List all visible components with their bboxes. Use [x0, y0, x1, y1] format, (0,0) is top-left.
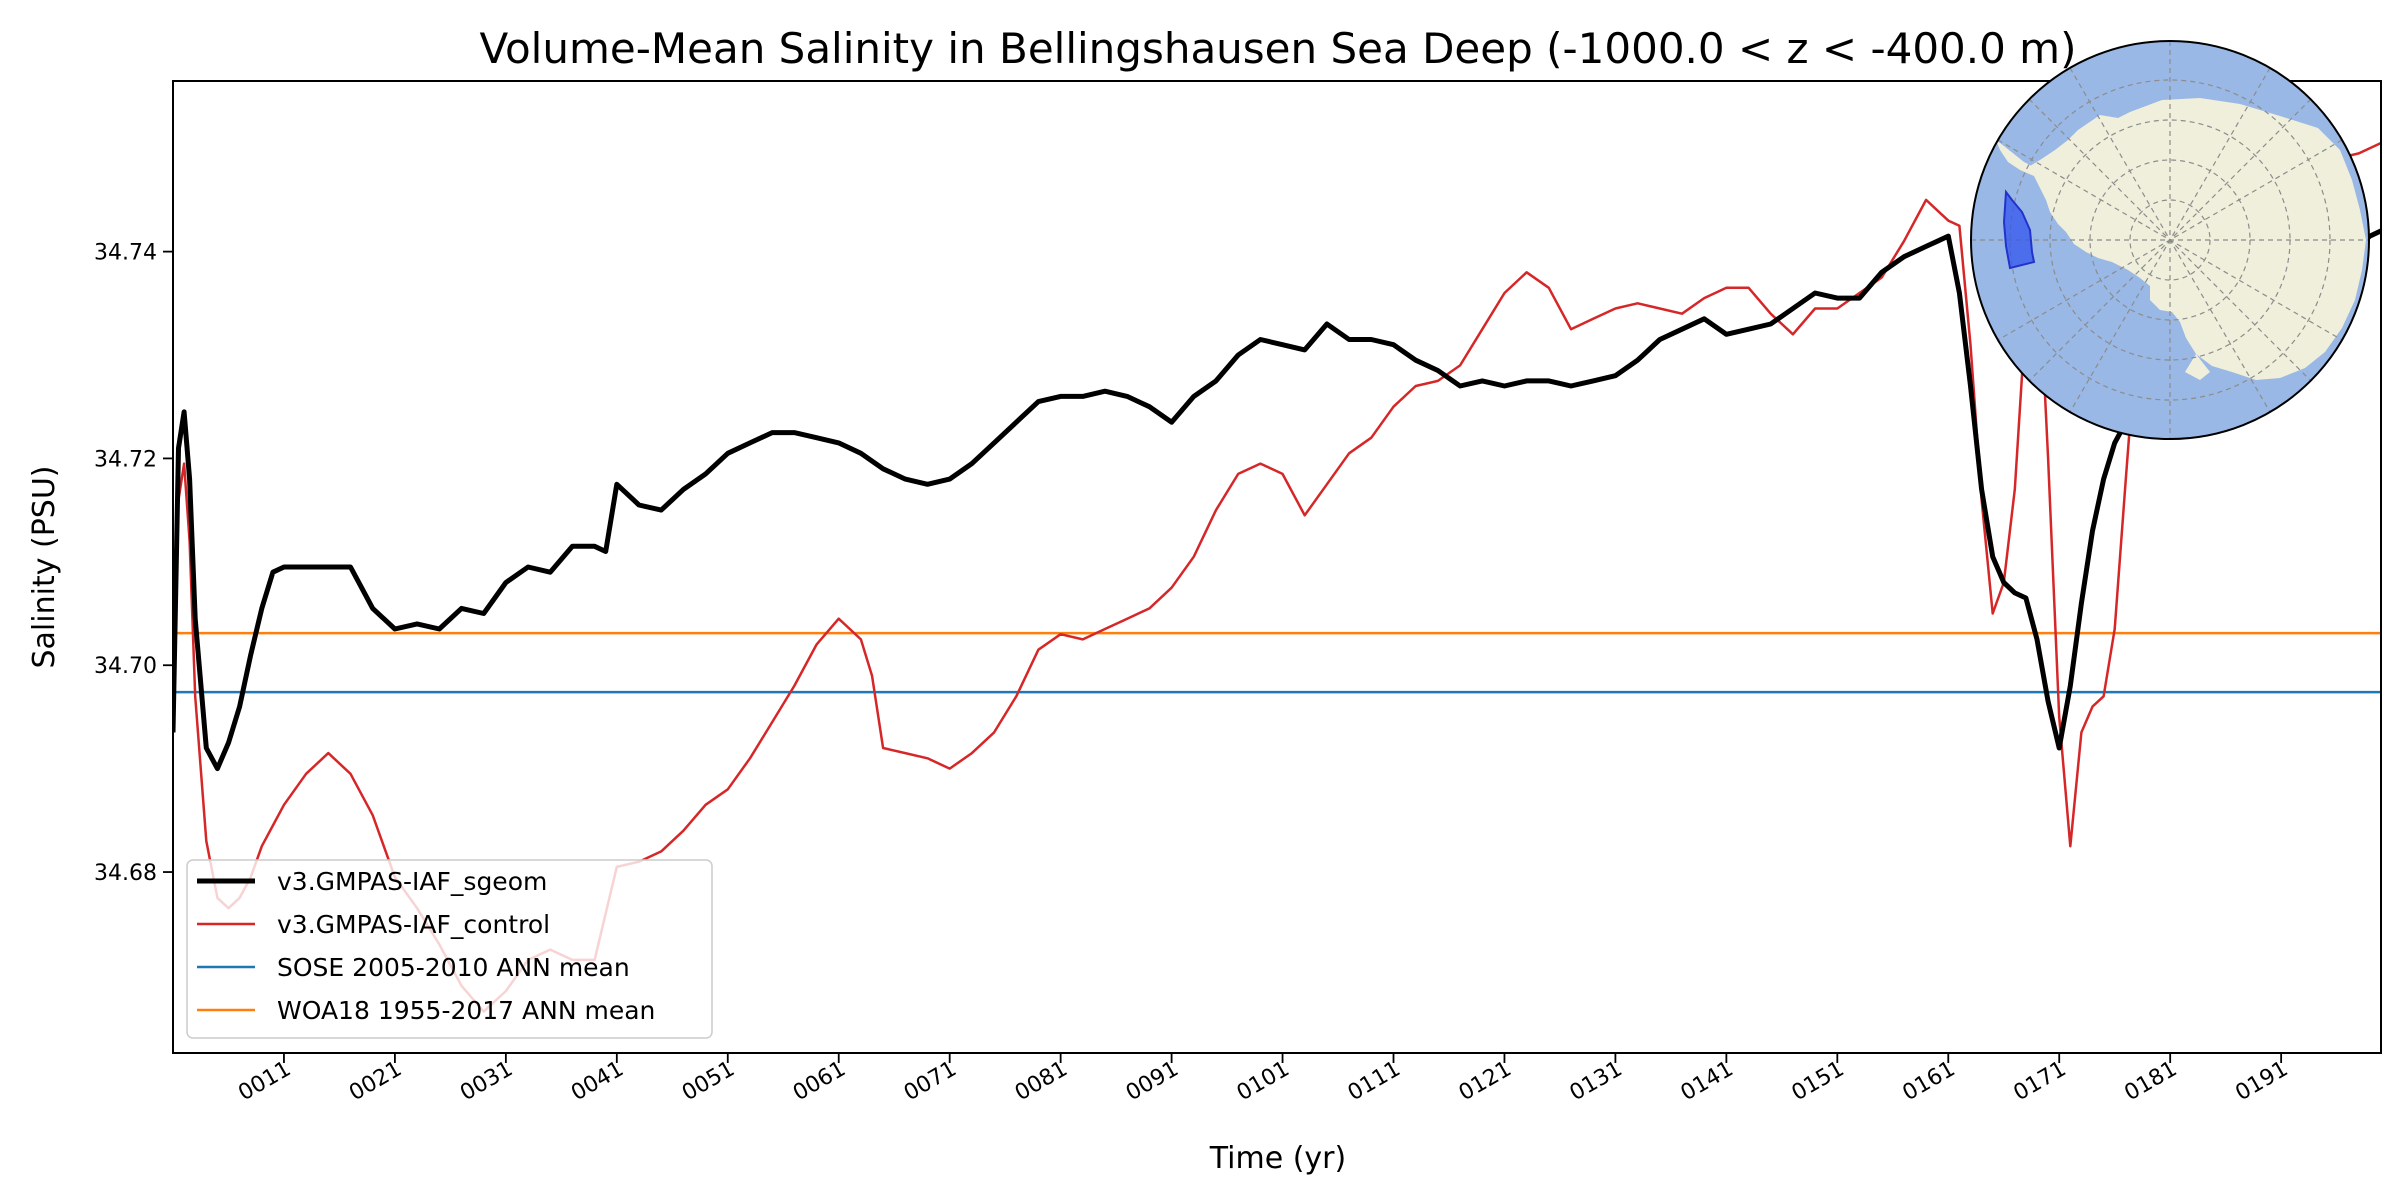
ross-ice-shelf	[2185, 354, 2210, 380]
bellingshausen-region	[2002, 189, 2036, 270]
legend-label-control: v3.GMPAS-IAF_control	[277, 910, 550, 939]
legend: v3.GMPAS-IAF_sgeom v3.GMPAS-IAF_control …	[186, 859, 713, 1039]
x-tick-label: 0171	[2009, 1057, 2070, 1107]
x-tick-label: 0101	[1233, 1057, 1294, 1107]
x-tick-label: 0021	[345, 1057, 406, 1107]
y-tick-label: 34.68	[94, 861, 157, 886]
legend-label-woa18: WOA18 1955-2017 ANN mean	[277, 996, 655, 1025]
plot-frame	[172, 80, 2382, 1054]
x-tick-label: 0121	[1455, 1057, 1516, 1107]
x-tick-label: 0061	[789, 1057, 850, 1107]
y-tick-label: 34.72	[94, 447, 157, 472]
x-tick-label: 0141	[1677, 1057, 1738, 1107]
x-tick-label: 0091	[1122, 1057, 1183, 1107]
legend-label-sgeom: v3.GMPAS-IAF_sgeom	[277, 867, 547, 896]
x-tick-label: 0191	[2231, 1057, 2292, 1107]
x-tick-label: 0041	[567, 1057, 628, 1107]
legend-box	[186, 859, 713, 1039]
antarctic-peninsula	[1996, 140, 2036, 176]
legend-label-sose: SOSE 2005-2010 ANN mean	[277, 953, 630, 982]
y-axis: 34.68 34.70 34.72 34.74	[94, 241, 173, 886]
x-tick-label: 0071	[900, 1057, 961, 1107]
antarctica-land	[2030, 98, 2366, 380]
series-v3-gmpas-iaf-sgeom-line	[173, 228, 2381, 772]
x-tick-label: 0131	[1566, 1057, 1627, 1107]
y-tick-label: 34.74	[94, 241, 157, 266]
x-tick-label: 0011	[234, 1057, 295, 1107]
x-tick-label: 0181	[2120, 1057, 2181, 1107]
x-tick-label: 0161	[1899, 1057, 1960, 1107]
y-tick-label: 34.70	[94, 654, 157, 679]
x-tick-label: 0031	[456, 1057, 517, 1107]
x-tick-label: 0051	[678, 1057, 739, 1107]
x-axis: 0011 0021 0031 0041 0051 0061 0071 0081 0091 0101…	[234, 1053, 2292, 1106]
x-tick-label: 0111	[1344, 1057, 1405, 1107]
chart-title: Volume-Mean Salinity in Bellingshausen S…	[480, 24, 2077, 73]
x-axis-title: Time (yr)	[1209, 1141, 1346, 1176]
y-axis-title: Salinity (PSU)	[27, 466, 62, 669]
x-tick-label: 0081	[1011, 1057, 1072, 1107]
inset-border	[1970, 40, 2370, 440]
x-tick-label: 0151	[1788, 1057, 1849, 1107]
inset-map	[1970, 40, 2370, 440]
inset-graticule	[1971, 41, 2369, 439]
